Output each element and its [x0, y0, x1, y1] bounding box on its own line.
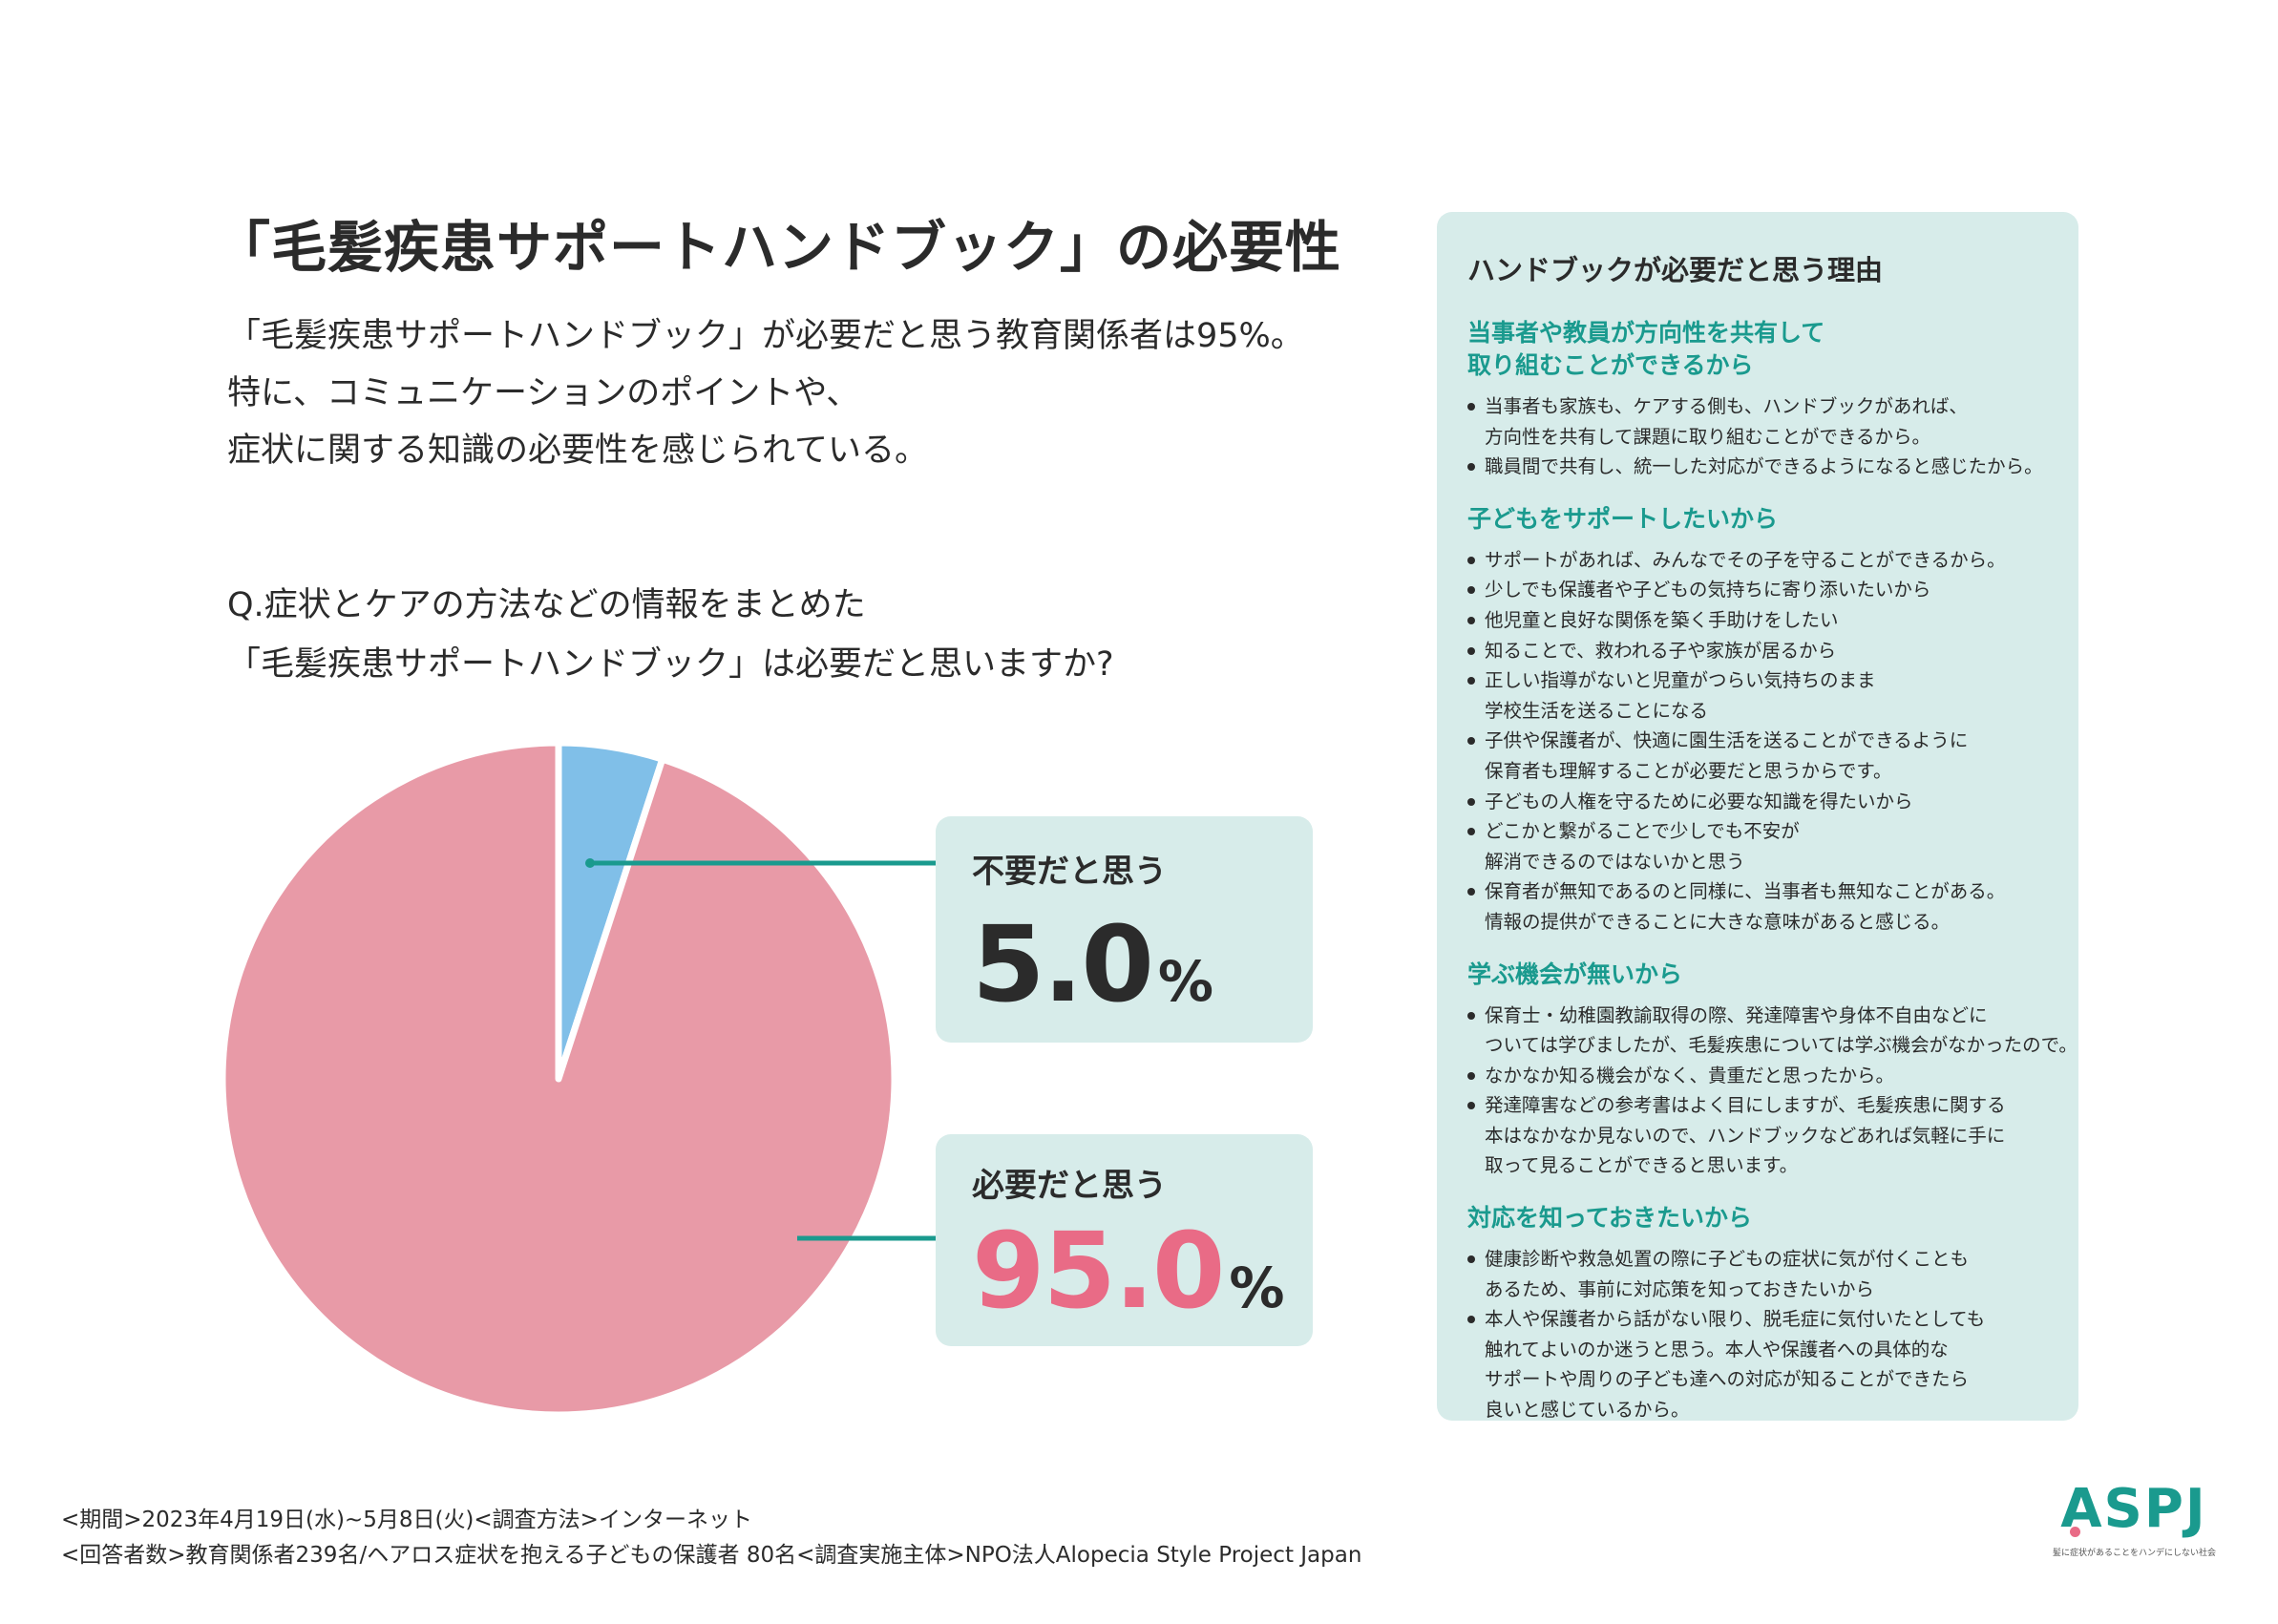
reason-item: なかなか知る機会がなく、貴重だと思ったから。 — [1467, 1061, 2059, 1091]
reason-item: 発達障害などの参考書はよく目にしますが、毛髪疾患に関する 本はなかなか見ないので、… — [1467, 1090, 2059, 1181]
reason-list: 保育士・幼稚園教諭取得の際、発達障害や身体不自由などについては学びましたが、毛髪… — [1467, 1001, 2078, 1182]
footnote-line: <回答者数>教育関係者239名/ヘアロス症状を抱える子どもの保護者 80名<調査… — [61, 1543, 1362, 1568]
reason-item-line: 保育者も理解することが必要だと思うからです。 — [1485, 759, 1892, 782]
reason-heading: 学ぶ機会が無いから — [1467, 959, 2059, 991]
question-line: 「毛髪疾患サポートハンドブック」は必要だと思いますか? — [227, 645, 1114, 684]
logo-tagline: 髪に症状があることをハンデにしない社会 — [2053, 1549, 2217, 1558]
value-unit: % — [1157, 949, 1213, 1014]
reason-item-line: 子どもの人権を守るために必要な知識を得たいから — [1485, 790, 1913, 812]
reason-item-line: 本人や保護者から話がない限り、脱毛症に気付いたとしても — [1485, 1308, 1986, 1331]
reasons-panel: ハンドブックが必要だと思う理由 当事者や教員が方向性を共有して 取り組むことができ… — [1437, 212, 2078, 1421]
reason-item-line: 情報の提供ができることに大きな意味があると感じる。 — [1485, 910, 1951, 933]
reason-item-line: どこかと繋がることで少しでも不安が — [1485, 820, 1800, 843]
value-number: 5.0 — [972, 903, 1154, 1025]
value-unit: % — [1229, 1255, 1285, 1320]
survey-footnote: <期間>2023年4月19日(水)~5月8日(火)<調査方法>インターネット <… — [61, 1503, 1361, 1573]
reason-item-line: 保育士・幼稚園教諭取得の際、発達障害や身体不自由などに — [1485, 1003, 1988, 1026]
reason-item: 職員間で共有し、統一した対応ができるようになると感じたから。 — [1467, 452, 2059, 482]
reason-item-line: ついては学びましたが、毛髪疾患については学ぶ機会がなかったので。 — [1485, 1034, 2078, 1057]
reason-item: 当事者も家族も、ケアする側も、ハンドブックがあれば、 方向性を共有して課題に取り組… — [1467, 391, 2059, 452]
reason-item-line: 触れてよいのか迷うと思う。本人や保護者への具体的な — [1485, 1338, 1949, 1360]
reason-item: 正しい指導がないと児童がつらい気持ちのまま 学校生活を送ることになる — [1467, 665, 2059, 726]
reason-item-line: サポートがあれば、みんなでその子を守ることができるから。 — [1485, 548, 2006, 571]
reason-item: 健康診断や救急処置の際に子どもの症状に気が付くことも あるため、事前に対応策を知っ… — [1467, 1244, 2059, 1304]
reason-item: 本人や保護者から話がない限り、脱毛症に気付いたとしても 触れてよいのか迷うと思う。… — [1467, 1304, 2059, 1424]
reason-item-line: 子供や保護者が、快適に園生活を送ることができるように — [1485, 729, 1969, 752]
reason-list: 当事者も家族も、ケアする側も、ハンドブックがあれば、 方向性を共有して課題に取り組… — [1467, 391, 2059, 482]
reason-item: 他児童と良好な関係を築く手助けをしたい — [1467, 605, 2059, 636]
reason-section: 対応を知っておきたいから健康診断や救急処置の際に子どもの症状に気が付くことも ある… — [1467, 1202, 2059, 1425]
reason-item-line: 良いと感じているから。 — [1485, 1399, 1690, 1422]
footnote-line: <期間>2023年4月19日(水)~5月8日(火)<調査方法>インターネット — [61, 1508, 752, 1532]
reason-item: 子どもの人権を守るために必要な知識を得たいから — [1467, 787, 2059, 817]
reason-section: 学ぶ機会が無いから保育士・幼稚園教諭取得の際、発達障害や身体不自由などについては… — [1467, 959, 2078, 1182]
logo-text: ASPJ — [2060, 1478, 2207, 1540]
slice-label-not-needed: 不要だと思う — [972, 853, 1167, 891]
reason-item: 保育者が無知であるのと同様に、当事者も無知なことがある。 情報の提供ができることに… — [1467, 876, 2059, 937]
reason-item-line: なかなか知る機会がなく、貴重だと思ったから。 — [1485, 1064, 1895, 1086]
reason-item-line: 健康診断や救急処置の際に子どもの症状に気が付くことも — [1485, 1248, 1970, 1271]
lead-line: 特に、コミュニケーションのポイントや、 — [227, 374, 860, 412]
reason-item-line: 取って見ることができると思います。 — [1485, 1154, 1799, 1177]
reason-item-line: あるため、事前に対応策を知っておきたいから — [1485, 1277, 1874, 1300]
reason-item: 保育士・幼稚園教諭取得の際、発達障害や身体不自由などについては学びましたが、毛髪… — [1467, 1001, 2078, 1061]
pie-slice-needed — [220, 740, 897, 1418]
reason-heading-line: 学ぶ機会が無いから — [1467, 960, 1683, 988]
reason-item-line: 職員間で共有し、統一した対応ができるようになると感じたから。 — [1485, 455, 2043, 478]
reason-item-line: 少しでも保護者や子どもの気持ちに寄り添いたいから — [1485, 579, 1931, 601]
reason-item: サポートがあれば、みんなでその子を守ることができるから。 — [1467, 545, 2059, 576]
reasons-title: ハンドブックが必要だと思う理由 — [1467, 254, 1884, 286]
reason-item-line: 本はなかなか見ないので、ハンドブックなどあれば気軽に手に — [1485, 1124, 2006, 1147]
reason-heading: 当事者や教員が方向性を共有して 取り組むことができるから — [1467, 317, 2059, 382]
reason-heading: 子どもをサポートしたいから — [1467, 503, 2059, 536]
logo-dot — [2070, 1527, 2080, 1537]
reason-section: 子どもをサポートしたいからサポートがあれば、みんなでその子を守ることができるから… — [1467, 503, 2059, 938]
reason-item-line: 他児童と良好な関係を築く手助けをしたい — [1485, 608, 1839, 631]
reason-sections: 当事者や教員が方向性を共有して 取り組むことができるから当事者も家族も、ケアする側… — [1467, 317, 2078, 1425]
reason-item: 子供や保護者が、快適に園生活を送ることができるように 保育者も理解することが必要だ… — [1467, 726, 2059, 786]
slice-value-not-needed: 5.0% — [972, 912, 1213, 1017]
logo-mark: ASPJ — [2053, 1483, 2215, 1537]
reason-item-line: 当事者も家族も、ケアする側も、ハンドブックがあれば、 — [1485, 395, 1968, 417]
reason-list: サポートがあれば、みんなでその子を守ることができるから。 少しでも保護者や子どもの… — [1467, 545, 2059, 938]
callout-needed: 必要だと思う 95.0% — [936, 1134, 1313, 1346]
reason-heading-line: 当事者や教員が方向性を共有して — [1467, 319, 1825, 347]
reason-item-line: 発達障害などの参考書はよく目にしますが、毛髪疾患に関する — [1485, 1094, 2006, 1117]
value-number: 95.0 — [972, 1210, 1225, 1332]
reason-section: 当事者や教員が方向性を共有して 取り組むことができるから当事者も家族も、ケアする側… — [1467, 317, 2059, 482]
aspj-logo: ASPJ 髪に症状があることをハンデにしない社会 — [2053, 1483, 2217, 1559]
reason-heading-line: 対応を知っておきたいから — [1467, 1204, 1753, 1233]
reason-heading: 対応を知っておきたいから — [1467, 1202, 2059, 1234]
callout-not-needed: 不要だと思う 5.0% — [936, 816, 1313, 1043]
reason-item-line: 知ることで、救われる子や家族が居るから — [1485, 639, 1837, 662]
reason-item-line: 学校生活を送ることになる — [1485, 699, 1709, 722]
reason-item-line: サポートや周りの子ども達への対応が知ることができたら — [1485, 1368, 1970, 1391]
reason-item: どこかと繋がることで少しでも不安が 解消できるのではないかと思う — [1467, 816, 2059, 876]
question-line: Q.症状とケアの方法などの情報をまとめた — [227, 586, 866, 624]
reason-item: 知ることで、救われる子や家族が居るから — [1467, 636, 2059, 666]
reason-item-line: 保育者が無知であるのと同様に、当事者も無知なことがある。 — [1485, 880, 2006, 903]
reason-heading-line: 取り組むことができるから — [1467, 351, 1754, 379]
reason-item: 少しでも保護者や子どもの気持ちに寄り添いたいから — [1467, 575, 2059, 605]
slice-label-needed: 必要だと思う — [972, 1167, 1167, 1205]
reason-item-line: 方向性を共有して課題に取り組むことができるから。 — [1485, 425, 1931, 448]
lead-line: 「毛髪疾患サポートハンドブック」が必要だと思う教育関係者は95%。 — [227, 317, 1304, 355]
reason-list: 健康診断や救急処置の際に子どもの症状に気が付くことも あるため、事前に対応策を知っ… — [1467, 1244, 2059, 1425]
reason-heading-line: 子どもをサポートしたいから — [1467, 504, 1779, 533]
lead-text: 「毛髪疾患サポートハンドブック」が必要だと思う教育関係者は95%。 特に、コミュ… — [227, 307, 1304, 479]
survey-question: Q.症状とケアの方法などの情報をまとめた 「毛髪疾患サポートハンドブック」は必要… — [227, 576, 1114, 694]
lead-line: 症状に関する知識の必要性を感じられている。 — [227, 432, 928, 470]
page-title: 「毛髪疾患サポートハンドブック」の必要性 — [215, 215, 1342, 280]
slice-value-needed: 95.0% — [972, 1218, 1285, 1323]
reason-item-line: 解消できるのではないかと思う — [1485, 850, 1745, 873]
reason-item-line: 正しい指導がないと児童がつらい気持ちのまま — [1485, 669, 1876, 692]
pie-chart — [220, 740, 897, 1418]
